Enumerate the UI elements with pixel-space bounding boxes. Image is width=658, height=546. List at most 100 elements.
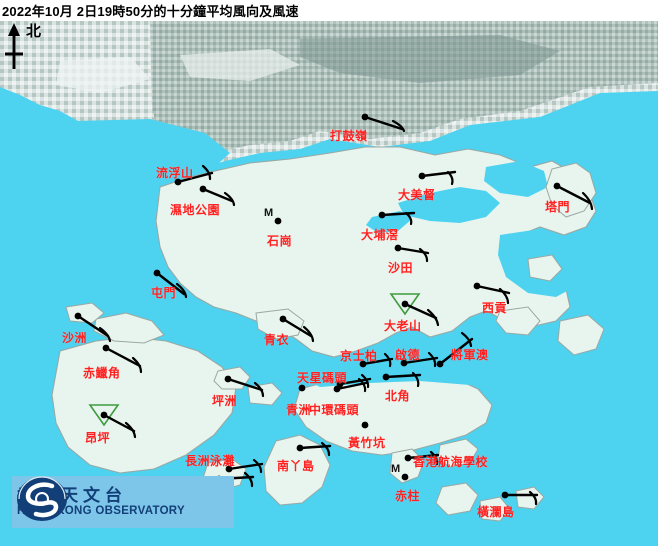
wind-barb-feather <box>446 170 454 186</box>
wind-barb-feather <box>426 308 440 327</box>
station-label-28: 赤柱 <box>395 489 421 503</box>
station-label-12: 沙洲 <box>62 331 88 345</box>
deep-bay <box>76 119 230 179</box>
station-marker[interactable] <box>501 491 509 499</box>
station-marker[interactable] <box>174 178 182 186</box>
lamma-island <box>263 434 331 506</box>
station-label-10: 大老山 <box>384 319 422 333</box>
map-canvas[interactable]: 北 打鼓嶺 流浮山 濕地公園 M 石崗 大美督 塔門 大埔滘 沙田 屯門 西貢 大老山 青衣 沙洲 赤鱲角 京… <box>0 21 658 546</box>
station-marker[interactable] <box>401 300 409 308</box>
station-marker[interactable] <box>361 113 369 121</box>
map-geography <box>0 21 658 546</box>
wind-barb-shaft <box>155 271 186 296</box>
wind-barb-feather <box>252 458 263 474</box>
tap-mun-island <box>545 162 597 218</box>
station-marker[interactable] <box>102 344 110 352</box>
station-label-5: 塔門 <box>545 200 571 214</box>
wind-barb-feather <box>124 421 137 439</box>
calm-wind-marker: M <box>391 463 401 475</box>
wind-barb-shaft <box>76 314 110 338</box>
station-marker[interactable] <box>361 421 369 429</box>
station-marker[interactable] <box>298 384 306 392</box>
station-label-23: 黃竹坑 <box>348 436 386 450</box>
station-label-14: 京士柏 <box>340 349 378 363</box>
wind-barb-feather <box>98 326 112 343</box>
station-marker[interactable] <box>333 385 341 393</box>
station-marker[interactable] <box>74 312 82 320</box>
wind-barb-feather <box>175 282 188 299</box>
wind-barb-shaft <box>363 115 404 131</box>
wind-barb-feather <box>427 351 437 368</box>
wind-barb-feather <box>498 287 510 305</box>
wind-barb-feather <box>581 191 594 211</box>
station-label-13: 赤鱲角 <box>83 366 121 380</box>
station-marker[interactable] <box>100 411 108 419</box>
wind-barb-feather <box>460 331 473 348</box>
station-marker[interactable] <box>274 217 282 225</box>
station-marker[interactable] <box>359 360 367 368</box>
station-marker[interactable] <box>199 185 207 193</box>
wind-barb-shaft <box>438 337 474 366</box>
lantau-island <box>51 336 237 474</box>
strong-wind-triangle <box>389 293 421 316</box>
station-marker[interactable] <box>401 473 409 481</box>
station-label-17: 天星碼頭 <box>297 371 348 385</box>
wind-barb-feather <box>243 471 254 488</box>
north-label: 北 <box>26 23 42 40</box>
station-label-0: 打鼓嶺 <box>330 129 368 143</box>
station-label-20: 青洲 <box>286 403 312 417</box>
page-header: 2022年10月 2日19時50分的十分鐘平均風向及風速 <box>0 0 658 21</box>
station-marker[interactable] <box>473 282 481 290</box>
station-marker[interactable] <box>296 444 304 452</box>
station-marker[interactable] <box>404 454 412 462</box>
station-marker[interactable] <box>336 380 344 388</box>
tolo-harbour <box>398 187 500 223</box>
station-marker[interactable] <box>436 360 444 368</box>
wind-barb-feather <box>253 381 265 398</box>
station-label-7: 沙田 <box>388 261 414 275</box>
station-label-24: 南丫島 <box>277 459 315 473</box>
chek-lap-kok <box>93 312 165 344</box>
station-label-29: 橫瀾島 <box>477 505 515 519</box>
station-marker[interactable] <box>394 244 402 252</box>
wind-barb-shaft <box>361 357 394 366</box>
wind-barb-feather <box>131 356 143 374</box>
station-marker[interactable] <box>400 359 408 367</box>
station-marker[interactable] <box>153 269 161 277</box>
station-label-4: 大美督 <box>398 188 436 202</box>
station-marker[interactable] <box>279 315 287 323</box>
station-label-22: 昂坪 <box>85 431 111 445</box>
station-label-1: 流浮山 <box>156 166 194 180</box>
wind-barb-shaft <box>338 377 372 386</box>
station-marker[interactable] <box>224 375 232 383</box>
wind-barb-shaft <box>281 317 313 338</box>
hko-logo: 香港天文台 HONG KONG OBSERVATORY <box>12 476 234 528</box>
wind-barb-shaft <box>403 302 438 320</box>
wind-barb-feather <box>418 247 429 263</box>
wind-barb-feather <box>404 211 413 226</box>
wind-barb-shaft <box>555 184 592 205</box>
page-title: 2022年10月 2日19時50分的十分鐘平均風向及風速 <box>2 4 299 19</box>
station-marker[interactable] <box>553 182 561 190</box>
station-label-16: 將軍澳 <box>451 348 489 362</box>
hko-name-english: HONG KONG OBSERVATORY <box>17 504 185 517</box>
station-marker[interactable] <box>225 465 233 473</box>
wind-barb-shaft <box>104 346 142 368</box>
station-marker[interactable] <box>418 172 426 180</box>
wind-barb-feather <box>383 352 392 368</box>
station-label-2: 濕地公園 <box>170 203 221 217</box>
station-marker[interactable] <box>382 373 390 381</box>
wind-barb-feather <box>411 371 420 388</box>
station-label-9: 西貢 <box>482 301 508 315</box>
station-marker[interactable] <box>378 211 386 219</box>
station-label-3: 石崗 <box>267 234 293 248</box>
wind-barb-shaft <box>102 413 136 433</box>
wind-barb-feather <box>528 490 538 506</box>
wind-barb-feather <box>391 119 406 133</box>
station-label-25: 香港航海學校 <box>413 455 489 469</box>
station-label-15: 啟德 <box>395 348 421 362</box>
wind-barb-shaft <box>201 187 234 203</box>
wind-barb-shaft <box>176 171 214 184</box>
tsing-yi <box>255 308 305 340</box>
